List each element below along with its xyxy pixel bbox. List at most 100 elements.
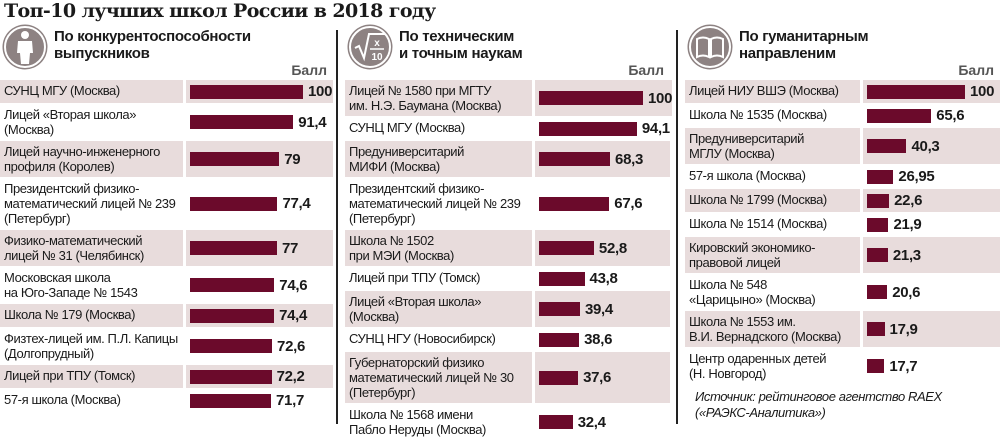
svg-text:10: 10 [371, 52, 383, 62]
category-label: Школа № 1514 (Москва) [689, 216, 827, 231]
chart-row: Школа № 1553 им. В.И. Вернадского (Москв… [685, 311, 1000, 347]
value-label: 100 [970, 83, 995, 100]
chart-row: Лицей № 1580 при МГТУ им. Н.Э. Баумана (… [345, 80, 673, 116]
value-label: 17,7 [889, 357, 918, 375]
panel-title: По гуманитарным направленим [739, 28, 869, 62]
chart-row: Предуниверситарий МГЛУ (Москва) 40,3 [685, 128, 1000, 164]
divider [676, 30, 678, 424]
value-label: 71,7 [276, 392, 305, 409]
chart-row: СУНЦ МГУ (Москва) 100 [0, 80, 333, 103]
bar [539, 415, 573, 429]
category-label: Губернаторский физико математический лиц… [345, 352, 532, 403]
value-label: 74,4 [279, 307, 308, 324]
value-label: 79 [284, 150, 301, 168]
bar [867, 285, 888, 299]
category-label: 57-я школа (Москва) [4, 392, 121, 407]
category-label: Предуниверситарий МГЛУ (Москва) [685, 128, 860, 164]
category-label: Школа № 1568 имени Пабло Неруды (Москва) [349, 407, 486, 437]
panel-competitiveness: По конкурентоспособности выпускников Бал… [0, 26, 333, 424]
bar [867, 139, 907, 153]
chart-row: Президентский физико- математический лиц… [345, 178, 670, 229]
bar [190, 339, 273, 353]
bar [190, 393, 272, 408]
bar [539, 302, 580, 316]
chart-row: Губернаторский физико математический лиц… [345, 352, 670, 403]
chart-row: Московская школа на Юго-Западе № 1543 74… [0, 267, 333, 303]
bar [190, 308, 275, 323]
svg-text:x: x [374, 38, 380, 49]
chart-row: Физтех-лицей им. П.Л. Капицы (Долгопрудн… [0, 328, 333, 364]
sqrt-x-10-icon: x 10 [349, 26, 391, 68]
category-label: Школа № 1502 при МЭИ (Москва) [345, 230, 532, 266]
category-label: СУНЦ МГУ (Москва) [0, 80, 183, 103]
bar [190, 369, 272, 384]
value-label: 37,6 [583, 369, 612, 386]
chart-row: Лицей при ТПУ (Томск) 43,8 [345, 267, 670, 290]
bar [539, 271, 585, 286]
bar [867, 84, 965, 99]
bar [190, 84, 303, 99]
value-label: 39,4 [584, 300, 613, 318]
chart-row: Школа № 1568 имени Пабло Неруды (Москва)… [345, 404, 670, 440]
value-label: 22,6 [894, 192, 923, 209]
chart-row: Кировский экономико- правовой лицей 21,3 [685, 237, 1000, 273]
category-label: Школа № 1799 (Москва) [685, 189, 860, 212]
bar [539, 241, 594, 255]
chart-row: Школа № 548 «Царицыно» (Москва) 20,6 [685, 274, 1000, 310]
category-label: Центр одаренных детей (Н. Новгород) [689, 351, 827, 381]
category-label: Физико-математический лицей № 31 (Челяби… [0, 230, 183, 266]
chart-row: 57-я школа (Москва) 26,95 [685, 165, 1000, 188]
category-label: Школа № 1535 (Москва) [689, 107, 827, 122]
category-label: Лицей научно-инженерного профиля (Короле… [0, 141, 183, 177]
chart-row: Лицей научно-инженерного профиля (Короле… [0, 141, 333, 177]
bar [867, 108, 932, 123]
chart-row: 57-я школа (Москва) 71,7 [0, 389, 333, 412]
value-label: 100 [308, 83, 333, 100]
category-label: Школа № 179 (Москва) [0, 304, 183, 327]
bar [539, 91, 643, 105]
chart-row: Школа № 1799 (Москва) 22,6 [685, 189, 1000, 212]
category-label: 57-я школа (Москва) [689, 168, 806, 183]
bar [867, 193, 890, 208]
chart-row: Лицей НИУ ВШЭ (Москва) 100 [685, 80, 1000, 103]
chart-row: Лицей «Вторая школа» (Москва) 91,4 [0, 104, 333, 140]
bar [190, 152, 280, 166]
panel-title: По конкурентоспособности выпускников [54, 28, 251, 62]
chart-row: Школа № 1514 (Москва) 21,9 [685, 213, 1000, 236]
bar [190, 115, 294, 129]
chart-row: Школа № 1502 при МЭИ (Москва) 52,8 [345, 230, 670, 266]
score-header: Балл [291, 62, 327, 78]
category-label: Лицей НИУ ВШЭ (Москва) [685, 80, 860, 103]
chart-row: Лицей при ТПУ (Томск) 72,2 [0, 365, 333, 388]
score-header: Балл [958, 62, 994, 78]
value-label: 72,6 [277, 337, 306, 355]
chart-row: Школа № 179 (Москва) 74,4 [0, 304, 333, 327]
source-note: Источник: рейтинговое агентство RAEX («Р… [695, 389, 942, 420]
chart-row: Президентский физико- математический лиц… [0, 178, 333, 229]
bar [539, 196, 610, 211]
category-label: Лицей при ТПУ (Томск) [0, 365, 183, 388]
category-label: Лицей № 1580 при МГТУ им. Н.Э. Баумана (… [345, 80, 532, 116]
category-label: Московская школа на Юго-Западе № 1543 [4, 270, 138, 300]
value-label: 20,6 [892, 283, 921, 301]
category-label: Школа № 1553 им. В.И. Вернадского (Москв… [685, 311, 860, 347]
category-label: Школа № 548 «Царицыно» (Москва) [689, 277, 816, 307]
page-title: Топ-10 лучших школ России в 2018 году [4, 0, 436, 22]
chart-row: Физико-математический лицей № 31 (Челяби… [0, 230, 333, 266]
bar [190, 278, 275, 292]
bar [867, 248, 888, 262]
divider [336, 30, 338, 424]
category-label: Предуниверситарий МИФИ (Москва) [345, 141, 532, 177]
bar [539, 121, 637, 136]
value-label: 40,3 [911, 137, 940, 155]
chart-row: Школа № 1535 (Москва) 65,6 [685, 104, 1000, 127]
category-label: Президентский физико- математический лиц… [349, 181, 521, 226]
value-label: 100 [648, 89, 673, 107]
panel-title: По техническим и точным наукам [399, 28, 523, 62]
value-label: 32,4 [577, 413, 606, 431]
value-label: 65,6 [936, 107, 965, 124]
category-label: Лицей «Вторая школа» (Москва) [4, 107, 137, 137]
panel-humanities: По гуманитарным направленим Балл Лицей Н… [685, 26, 1000, 424]
value-label: 72,2 [276, 368, 305, 385]
value-label: 52,8 [598, 239, 627, 257]
